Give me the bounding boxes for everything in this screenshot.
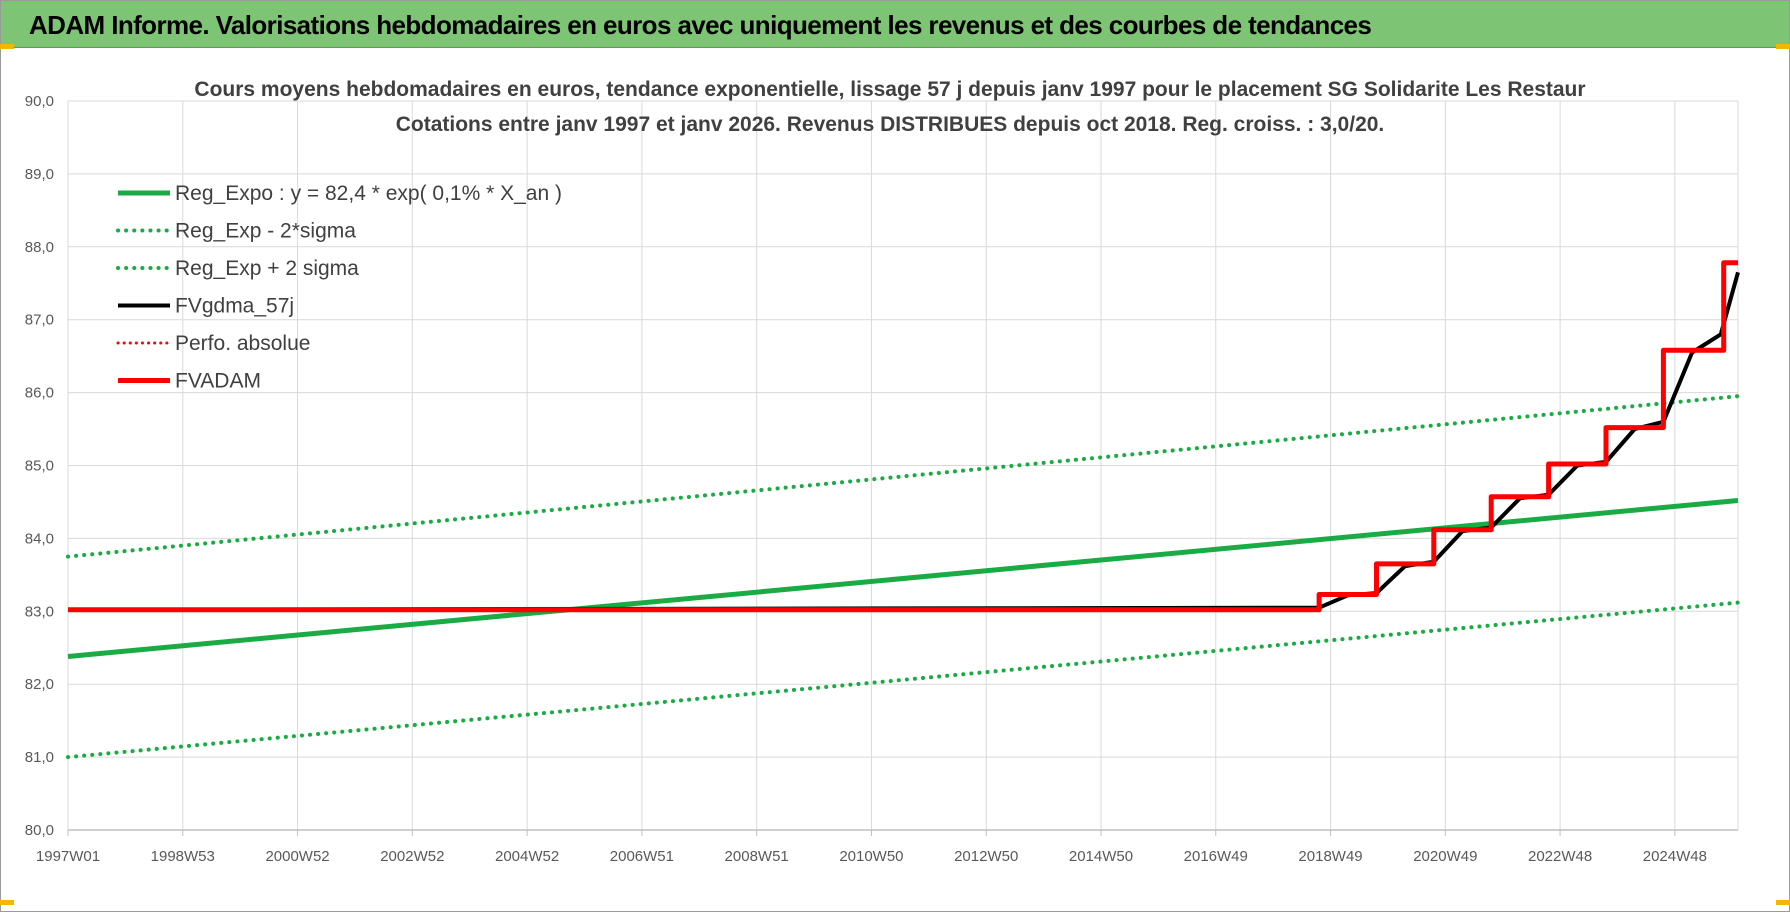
series [66,260,1740,760]
y-tick-label: 88,0 [25,239,54,256]
x-tick-label: 2018W49 [1298,848,1362,865]
legend-label: Reg_Expo : y = 82,4 * exp( 0,1% * X_an ) [175,182,562,205]
x-tick-label: 2014W50 [1069,848,1133,865]
x-tick-label: 2012W50 [954,848,1018,865]
x-tick-label: 2022W48 [1528,848,1592,865]
x-tick-label: 2004W52 [495,848,559,865]
series-line-1 [66,600,1740,760]
x-tick-label: 2006W51 [610,848,674,865]
grid [67,100,1739,831]
corner-marker [1776,900,1790,905]
y-tick-label: 82,0 [25,676,54,693]
y-tick-label: 89,0 [25,166,54,183]
y-tick-label: 80,0 [25,822,54,839]
corner-marker [0,44,14,49]
x-tick-label: 2000W52 [265,848,329,865]
x-tick-label: 2016W49 [1184,848,1248,865]
x-tick-label: 2024W48 [1643,848,1707,865]
y-tick-label: 81,0 [25,749,54,766]
x-tick-label: 1997W01 [36,848,100,865]
y-tick-label: 83,0 [25,603,54,620]
series-line-5 [68,260,1738,613]
y-tick-label: 90,0 [25,93,54,110]
x-tick-label: 2002W52 [380,848,444,865]
x-tick-label: 1998W53 [151,848,215,865]
banner-title: ADAM Informe. Valorisations hebdomadaire… [29,10,1372,40]
y-tick-label: 87,0 [25,312,54,329]
chart-title-line1: Cours moyens hebdomadaires en euros, ten… [194,78,1585,101]
legend: Reg_Expo : y = 82,4 * exp( 0,1% * X_an )… [116,182,562,393]
x-tick-label: 2020W49 [1413,848,1477,865]
corner-marker [1776,44,1790,49]
report-banner: ADAM Informe. Valorisations hebdomadaire… [1,1,1789,48]
legend-label: Perfo. absolue [175,332,310,355]
series-line-0 [67,498,1739,659]
x-tick-label: 2008W51 [725,848,789,865]
legend-label: FVADAM [175,370,261,393]
legend-label: Reg_Exp + 2 sigma [175,257,359,280]
legend-label: Reg_Exp - 2*sigma [175,220,356,243]
axes: 80,0 81,0 82,0 83,0 84,0 85,0 86,0 87,0 88,0 89,0… [25,93,1738,865]
y-tick-label: 84,0 [25,530,54,547]
y-tick-label: 85,0 [25,458,54,475]
x-tick-label: 2010W50 [839,848,903,865]
series-line-3 [67,271,1740,612]
legend-label: FVgdma_57j [175,295,294,318]
corner-marker [0,900,14,905]
y-tick-label: 86,0 [25,385,54,402]
series-line-2 [66,394,1740,559]
chart-title-line2: Cotations entre janv 1997 et janv 2026. … [396,113,1385,136]
